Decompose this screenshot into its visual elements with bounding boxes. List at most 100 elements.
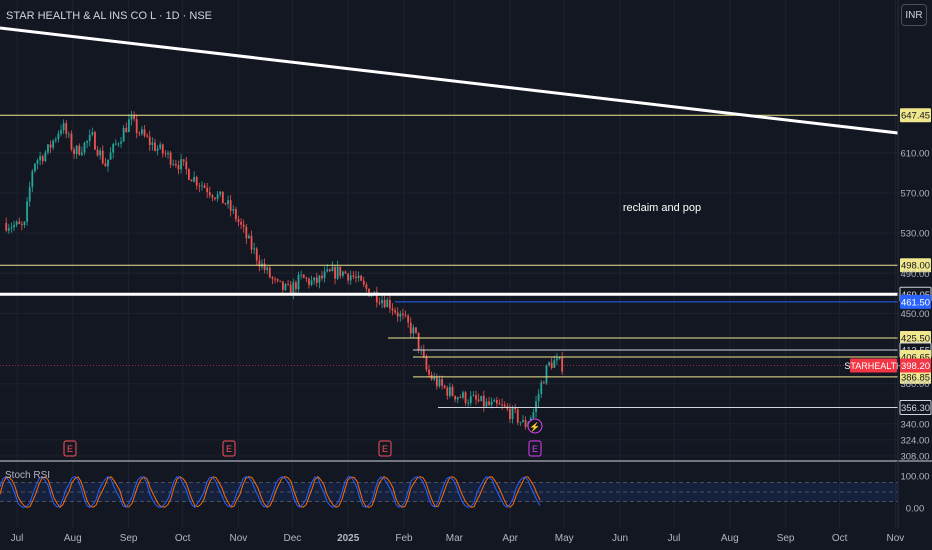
candle-body [315,277,318,283]
candle-body [501,404,503,406]
candle-body [193,176,196,182]
candle-body [326,269,329,272]
earnings-marker-label: E [67,444,73,454]
candle-body [284,284,287,290]
candle-body [443,385,446,388]
candle-body [182,159,185,162]
candle-body [495,400,498,404]
candle-body [295,282,297,290]
candle-body [203,185,206,188]
candle-body [83,142,86,153]
y-tick-label: 530.00 [900,229,929,240]
candle-body [114,143,117,145]
y-tick-label: 308.00 [900,452,929,463]
candle-body [375,291,378,303]
candle-body [154,142,156,151]
price-level-badge [899,400,932,416]
candle-body [101,150,104,164]
candle-body [417,332,420,350]
price-level-value: 461.50 [901,297,930,308]
candle-body [73,149,75,154]
candle-body [516,409,519,423]
candle-body [70,133,73,150]
price-level-value: 647.45 [901,111,930,122]
candle-body [91,132,94,135]
candle-body [133,115,135,119]
candle-body [396,312,399,317]
candle-body [227,200,229,204]
candle-body [13,224,15,228]
x-tick-label: Oct [832,533,848,544]
candle-body [545,365,548,384]
candle-body [462,392,464,398]
candle-body [402,313,404,315]
candle-body [482,395,485,407]
candle-body [548,362,550,366]
candle-body [308,278,310,285]
candle-body [26,201,28,222]
candle-body [383,299,386,308]
candle-body [174,163,177,166]
candle-body [49,144,52,148]
candle-body [120,141,122,144]
candle-body [164,153,167,155]
candle-body [117,143,120,145]
candle-body [185,161,188,170]
candle-body [151,142,154,145]
candle-body [498,403,501,405]
candle-body [62,123,65,131]
candle-body [556,358,558,361]
candle-body [511,407,514,419]
candle-body [258,260,261,267]
candle-body [125,127,128,133]
candlesticks [5,110,564,430]
candle-body [190,179,193,182]
candle-body [289,284,292,295]
annotation-text: reclaim and pop [623,202,701,214]
candle-body [292,282,295,295]
candle-body [60,130,62,134]
candle-body [141,129,143,134]
candle-body [211,195,214,198]
candle-body [96,149,99,156]
candle-body [456,397,459,400]
y-tick-label: 450.00 [900,309,929,320]
x-tick-label: Mar [446,533,464,544]
candle-body [514,407,517,410]
candle-body [357,275,360,278]
chart-title: STAR HEALTH & AL INS CO L · 1D · NSE [6,10,212,22]
candle-body [459,397,462,398]
candle-body [34,163,36,172]
candle-body [15,221,18,225]
candle-body [415,327,417,333]
price-level-value: 425.50 [901,334,930,345]
earnings-icon [378,440,392,457]
x-tick-label: Sep [777,533,795,544]
candle-body [41,156,44,162]
candle-body [404,314,407,316]
price-level-badge [900,108,931,123]
candle-body [355,276,357,278]
candle-body [302,274,305,278]
chart-grid [0,0,898,528]
candle-body [52,140,55,148]
candle-body [47,144,49,153]
x-tick-label: Nov [230,533,248,544]
currency-button[interactable]: INR [901,4,927,26]
y-tick-label: 380.00 [900,379,929,390]
candle-body [67,133,70,135]
earnings-icon [528,440,542,457]
candle-body [469,395,472,403]
candle-body [28,187,31,202]
candle-body [451,386,454,396]
last-price-value: 398.20 [901,361,930,372]
candle-body [493,400,496,402]
candle-body [232,209,235,211]
price-level-badge [900,258,931,273]
symbol-badge [850,358,897,373]
candle-body [341,271,344,276]
candle-body [347,273,350,281]
candle-body [464,392,467,404]
level-lines [0,114,898,409]
